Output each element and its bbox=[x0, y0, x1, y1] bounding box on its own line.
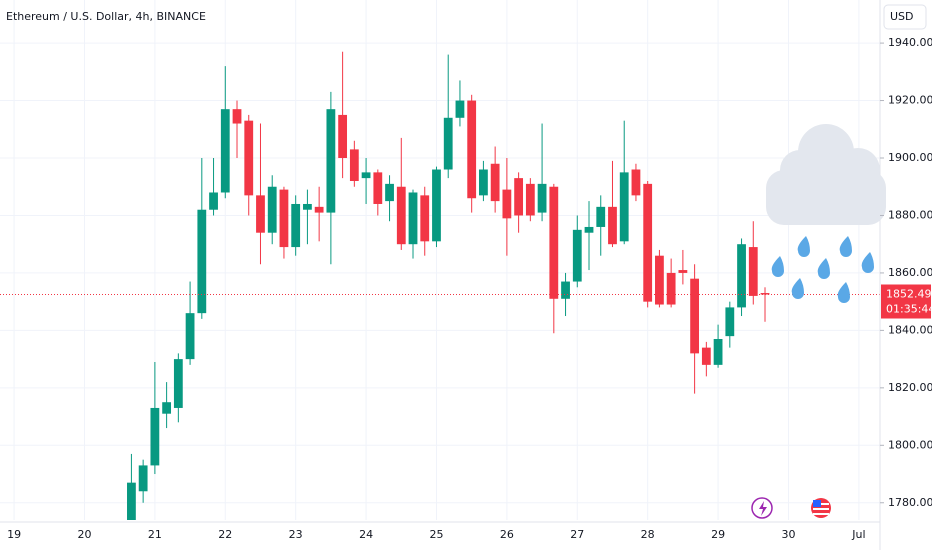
chart-title: Ethereum / U.S. Dollar, 4h, BINANCE bbox=[6, 10, 206, 23]
candle-body bbox=[690, 278, 700, 354]
candle-body bbox=[748, 247, 758, 296]
candle-body bbox=[467, 100, 477, 199]
candle-body bbox=[525, 183, 535, 216]
event-icon[interactable] bbox=[751, 497, 773, 519]
candle-body bbox=[666, 272, 676, 305]
candle-body bbox=[584, 226, 594, 233]
candle-body bbox=[209, 192, 218, 210]
candle-body bbox=[443, 117, 453, 170]
plot bbox=[0, 51, 880, 520]
candle-body bbox=[619, 172, 629, 242]
candle-body bbox=[408, 192, 418, 245]
last-price-label: 1852.49 bbox=[886, 288, 932, 301]
candle-body bbox=[479, 169, 488, 196]
x-tick-label: 30 bbox=[781, 528, 795, 541]
candle-body bbox=[373, 172, 383, 204]
y-tick-label: 1780.00 bbox=[888, 496, 932, 509]
candle-body bbox=[643, 183, 653, 302]
x-tick-label: 29 bbox=[711, 528, 725, 541]
x-tick-label: 20 bbox=[77, 528, 91, 541]
y-tick-label: 1820.00 bbox=[888, 381, 932, 394]
candle-body bbox=[537, 183, 547, 213]
x-tick-label: 22 bbox=[218, 528, 232, 541]
y-tick-label: 1860.00 bbox=[888, 266, 932, 279]
candle-body bbox=[701, 347, 711, 365]
cloud-icon bbox=[766, 124, 886, 225]
grid bbox=[0, 0, 880, 520]
last-price-box bbox=[881, 284, 931, 319]
candle-body bbox=[244, 120, 254, 196]
candle-body bbox=[338, 114, 348, 159]
candle-body bbox=[150, 407, 160, 466]
candle-body bbox=[314, 206, 324, 213]
candle-body bbox=[396, 186, 406, 245]
x-tick-label: 27 bbox=[570, 528, 584, 541]
candle-body bbox=[173, 359, 183, 408]
candle-body bbox=[420, 195, 430, 242]
candle-body bbox=[596, 206, 606, 227]
x-tick-label: 24 bbox=[359, 528, 373, 541]
candle-body bbox=[303, 203, 312, 210]
x-tick-label: 28 bbox=[641, 528, 655, 541]
y-tick-label: 1920.00 bbox=[888, 94, 932, 107]
x-tick-label: 25 bbox=[429, 528, 443, 541]
x-tick-label: 19 bbox=[7, 528, 21, 541]
candle-body bbox=[326, 109, 336, 213]
candle-body bbox=[490, 163, 500, 202]
x-tick-label: 26 bbox=[500, 528, 514, 541]
candle-body bbox=[279, 189, 289, 248]
candle-body bbox=[162, 402, 172, 414]
candle-body bbox=[138, 465, 148, 492]
x-tick-label: 23 bbox=[289, 528, 303, 541]
countdown-label: 01:35:44 bbox=[886, 303, 932, 316]
candle-body bbox=[291, 203, 301, 248]
candle-body bbox=[514, 178, 524, 216]
candle-body bbox=[655, 255, 664, 305]
y-tick-label: 1840.00 bbox=[888, 323, 932, 336]
rain-icon bbox=[771, 236, 874, 303]
currency: USD bbox=[890, 10, 914, 23]
candle-body bbox=[385, 183, 394, 202]
candle-body bbox=[232, 109, 242, 124]
y-tick-label: 1800.00 bbox=[888, 438, 932, 451]
candle-body bbox=[678, 270, 688, 273]
candle-body bbox=[502, 189, 512, 219]
candle-body bbox=[631, 169, 641, 196]
x-tick-label: 21 bbox=[148, 528, 162, 541]
candle-body bbox=[572, 229, 582, 282]
candle-body bbox=[349, 149, 359, 181]
candle-body bbox=[185, 313, 195, 360]
candle-body bbox=[197, 209, 207, 314]
y-tick-label: 1940.00 bbox=[888, 36, 932, 49]
candle-body bbox=[220, 109, 230, 193]
candle-body bbox=[549, 186, 559, 299]
candle-body bbox=[713, 339, 723, 365]
candle-body bbox=[760, 293, 770, 295]
candle-body bbox=[361, 172, 371, 179]
candle-body bbox=[267, 186, 277, 233]
currency-button[interactable] bbox=[883, 4, 927, 30]
x-tick-label: Jul bbox=[851, 528, 865, 541]
candle-body bbox=[432, 169, 441, 242]
candle-body bbox=[737, 244, 746, 308]
candle-body bbox=[127, 482, 136, 520]
candle-body bbox=[608, 206, 617, 245]
economic-event-icon[interactable] bbox=[811, 498, 831, 518]
candle-body bbox=[256, 195, 265, 233]
y-tick-label: 1900.00 bbox=[888, 151, 932, 164]
y-tick-label: 1880.00 bbox=[888, 208, 932, 221]
candle-body bbox=[455, 100, 465, 118]
candle-body bbox=[725, 307, 735, 337]
candle-body bbox=[561, 281, 570, 299]
